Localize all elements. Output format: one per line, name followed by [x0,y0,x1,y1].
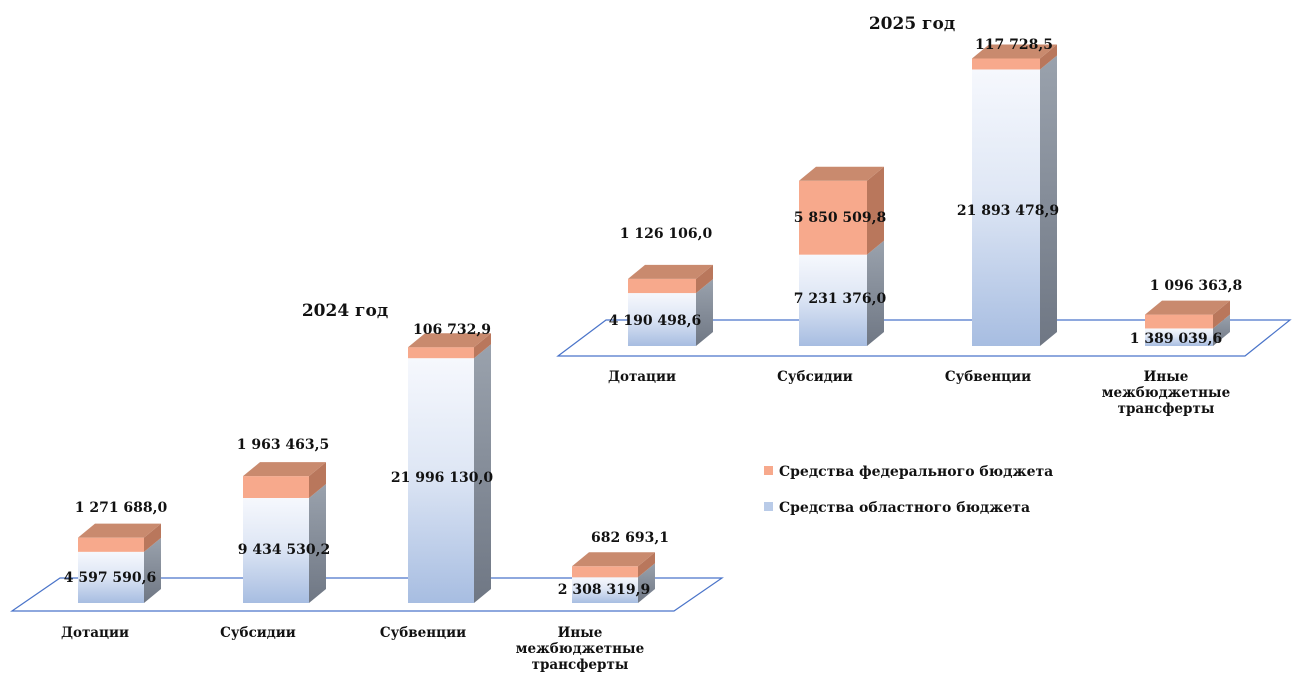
bar-top-face [972,44,1057,59]
bar-top-face [243,462,326,477]
bar-top-face [78,523,161,538]
bar-segment-regional [243,497,309,603]
data-label: 1 271 688,0 [75,500,168,516]
bar-top-face [799,166,884,181]
bar-segment-regional [408,358,474,603]
bar-segment-federal-side [867,166,884,255]
data-label: 1 126 106,0 [620,226,713,242]
bar-top-face [628,264,713,279]
data-label: 5 850 509,8 [794,210,887,226]
bar-segment-regional [1145,328,1213,346]
bar-segment-regional-side [474,344,491,603]
data-label: 1 963 463,5 [237,437,330,453]
data-label: 117 728,5 [975,37,1053,53]
chart-title: 2024 год [302,301,388,321]
bar-segment-regional-side [144,537,161,603]
category-label: Иные межбюджетные трансферты [516,625,644,673]
bar-segment-federal-side [696,264,713,294]
legend-item: Средства областного бюджета [764,500,1030,516]
bar-segment-federal [799,180,867,255]
category-label: Субсидии [220,625,296,641]
data-label: 7 231 376,0 [794,291,887,307]
labels-layer: 2025 год Дотации Субсидии Субвенции Иные… [608,14,1242,417]
bars-layer [78,333,655,603]
bar-segment-federal [243,476,309,498]
bar-segment-federal-side [144,523,161,552]
data-label: 4 597 590,6 [64,570,157,586]
bar-top-face [1145,300,1230,315]
legend-label: Средства федерального бюджета [779,464,1053,480]
data-label: 21 996 130,0 [391,470,494,486]
bar-segment-regional-side [638,563,655,603]
category-label: Дотации [608,369,676,385]
bar-group [572,552,655,603]
bar-top-face [572,552,655,567]
bar-segment-regional-side [1040,55,1057,346]
bar-segment-regional [972,69,1040,346]
bar-segment-federal [408,347,474,359]
legend-swatch-federal [764,466,773,475]
category-label: Субвенции [380,625,466,641]
labels-layer: 2024 год Дотации Субсидии Субвенции Иные… [61,301,669,673]
bar-segment-regional [628,293,696,346]
bar-top-face [408,333,491,348]
bar-segment-federal-side [1040,44,1057,70]
category-label: Иные межбюджетные трансферты [1102,369,1230,417]
bar-group [972,44,1057,346]
bars-layer [628,44,1230,346]
bar-segment-regional [799,254,867,346]
bar-segment-regional-side [696,279,713,346]
bar-segment-federal [78,537,144,552]
bar-segment-regional-side [1213,314,1230,346]
chart-2024: 2024 год Дотации Субсидии Субвенции Иные… [10,301,724,673]
bar-segment-regional-side [309,483,326,603]
bar-segment-regional [78,551,144,603]
bar-segment-federal-side [1213,300,1230,329]
data-label: 1 389 039,6 [1130,331,1223,347]
bar-segment-federal [572,566,638,578]
legend: Средства федерального бюджета Средства о… [764,464,1053,516]
bar-group [243,462,326,603]
floor-plane [556,319,1292,357]
legend-item: Средства федерального бюджета [764,464,1053,480]
bar-segment-federal [972,58,1040,70]
category-label: Субвенции [945,369,1031,385]
bar-group [78,523,161,603]
data-label: 2 308 319,9 [558,582,651,598]
legend-swatch-regional [764,502,773,511]
bar-segment-federal [1145,314,1213,329]
bar-segment-federal-side [309,462,326,498]
floor-plane [10,577,724,612]
category-label: Субсидии [777,369,853,385]
legend-label: Средства областного бюджета [779,500,1030,516]
bar-segment-federal [628,278,696,294]
bar-segment-regional-side [867,240,884,346]
data-label: 4 190 498,6 [609,313,702,329]
category-label: Дотации [61,625,129,641]
chart-2025: 2025 год Дотации Субсидии Субвенции Иные… [556,14,1292,417]
data-label: 9 434 530,2 [238,542,331,558]
bar-segment-regional [572,577,638,603]
data-label: 682 693,1 [591,530,669,546]
bar-group [1145,300,1230,346]
bar-group [799,166,884,346]
chart-title: 2025 год [869,14,955,34]
data-label: 1 096 363,8 [1150,278,1243,294]
bar-segment-federal-side [638,552,655,578]
data-label: 21 893 478,9 [957,203,1059,219]
bar-segment-federal-side [474,333,491,359]
bar-group [408,333,491,603]
bar-group [628,264,713,346]
data-label: 106 732,9 [413,322,491,338]
